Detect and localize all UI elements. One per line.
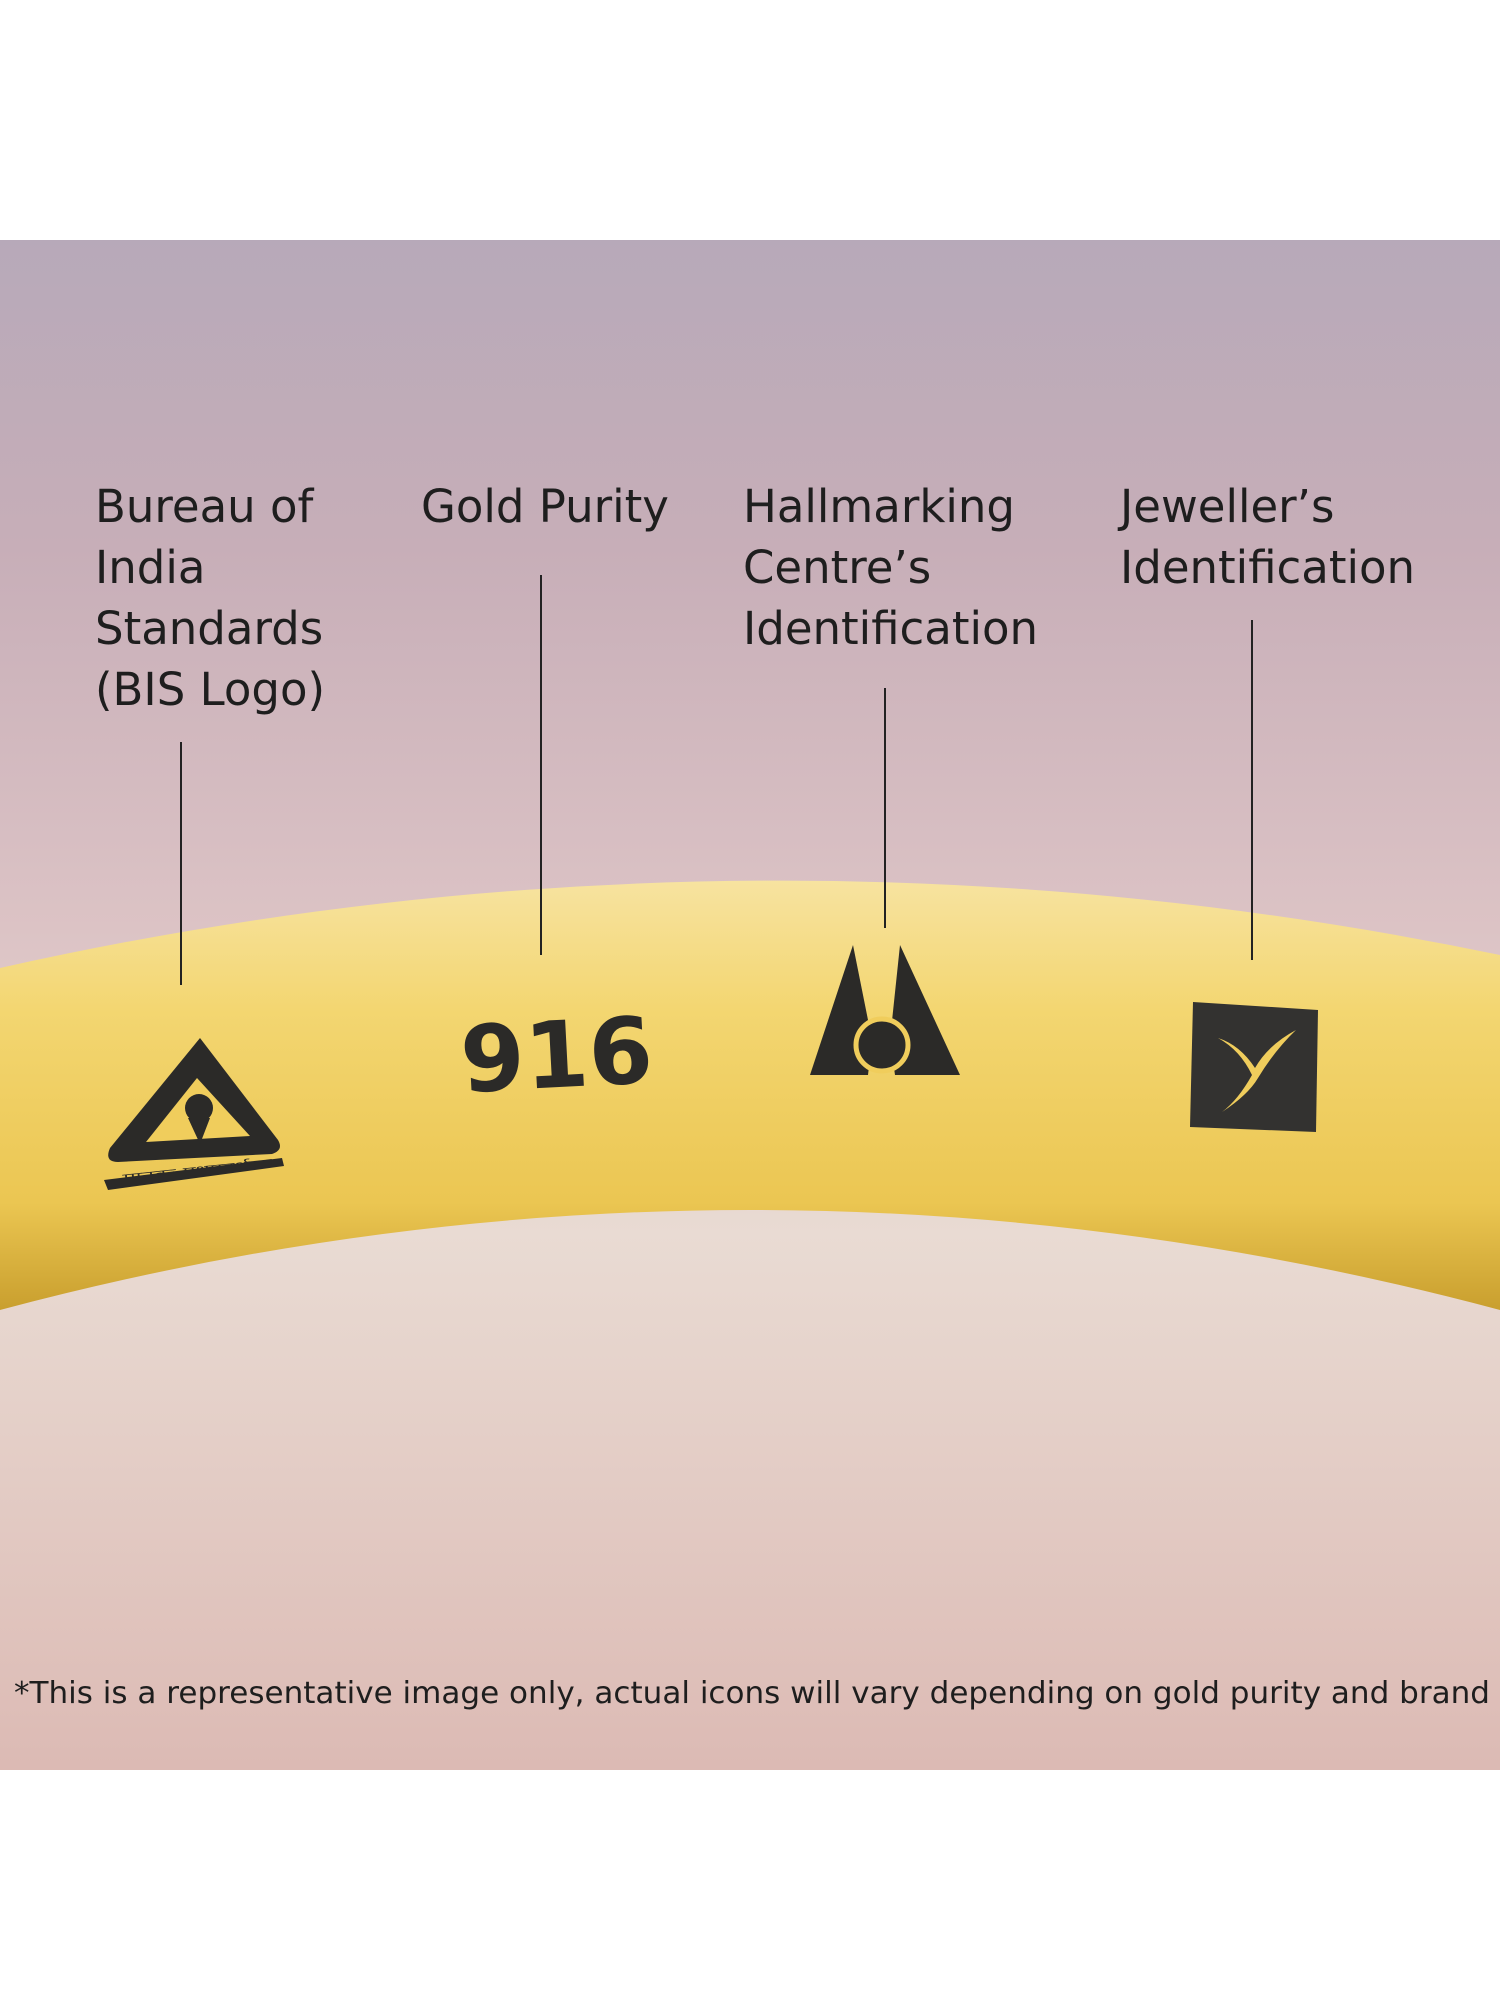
label-hallmarking-centre: Hallmarking Centre’s Identification <box>743 480 1039 655</box>
label-jeweller-identification: Jeweller’s Identification <box>1120 480 1416 594</box>
gold-ring-band <box>0 880 1500 1310</box>
label-gold-purity: Gold Purity <box>421 480 669 533</box>
purity-mark: 916 <box>458 997 655 1114</box>
jeweller-identification-icon <box>1190 1002 1318 1132</box>
footnote: *This is a representative image only, ac… <box>14 1676 1490 1711</box>
hallmarking-centre-icon <box>810 945 960 1075</box>
label-bis-logo: Bureau of India Standards (BIS Logo) <box>95 480 326 716</box>
